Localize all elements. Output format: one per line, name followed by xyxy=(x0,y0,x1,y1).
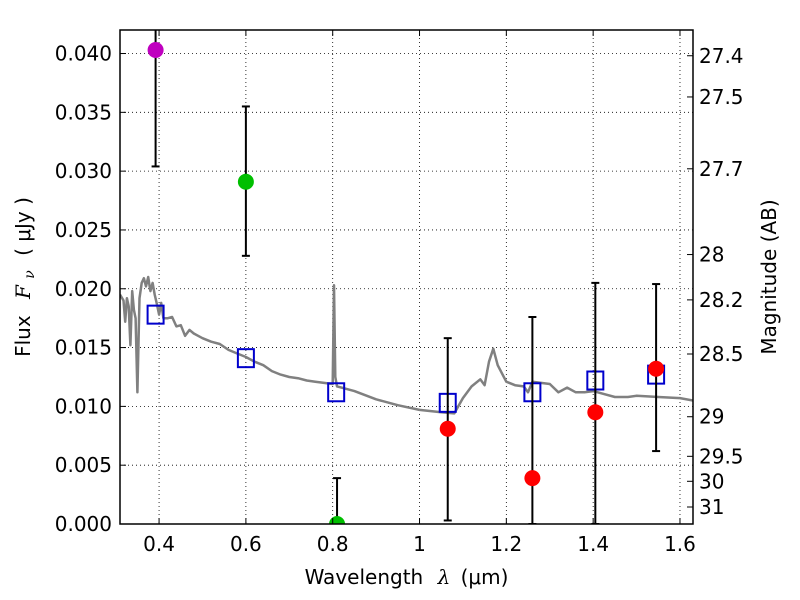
x-tick-label: 0.4 xyxy=(143,532,175,556)
mag-tick-label: 30 xyxy=(699,469,724,493)
observed-flux-point xyxy=(587,404,604,421)
x-axis-label: Wavelength λ (μm) xyxy=(305,565,509,589)
mag-tick-label: 29 xyxy=(699,405,724,429)
y-tick-label: 0.000 xyxy=(55,512,112,536)
mag-tick-label: 28.2 xyxy=(699,288,744,312)
y-tick-label: 0.025 xyxy=(55,218,112,242)
y-tick-label: 0.020 xyxy=(55,277,112,301)
observed-flux-point xyxy=(237,173,254,190)
x-tick-label: 1.2 xyxy=(490,532,522,556)
mag-tick-label: 27.4 xyxy=(699,44,744,68)
x-tick-label: 1.4 xyxy=(577,532,609,556)
ticks: 0.4 0.6 0.8 1 1.2 1.4 1.6 0.000 0.005 0.010 0.015 0… xyxy=(55,30,744,556)
y-tick-label: 0.005 xyxy=(55,453,112,477)
y-tick-label: 0.030 xyxy=(55,159,112,183)
x-axis-symbol: λ xyxy=(437,565,451,589)
observed-flux-point xyxy=(147,41,164,58)
y-axis-label-text: Flux xyxy=(11,315,35,357)
grid xyxy=(120,30,693,525)
model-spectrum-line xyxy=(120,275,693,415)
axes-frame xyxy=(119,29,694,525)
y-tick-label: 0.010 xyxy=(55,394,112,418)
x-tick-label: 0.8 xyxy=(317,532,349,556)
y-axis-symbol: F xyxy=(11,284,35,300)
y-axis-unit: ( μJy ) xyxy=(11,197,35,256)
x-tick-label: 1 xyxy=(413,532,426,556)
mag-tick-label: 27.5 xyxy=(699,85,744,109)
model-photometry-square xyxy=(327,382,346,403)
model-photometry-square xyxy=(236,348,255,369)
model-photometry-square xyxy=(146,304,165,325)
plot-area xyxy=(120,30,693,524)
observed-flux-point xyxy=(648,360,665,377)
x-axis-label-text: Wavelength xyxy=(305,565,424,589)
mag-tick-label: 28.5 xyxy=(699,342,744,366)
x-axis-unit: (μm) xyxy=(461,565,509,589)
y-tick-label: 0.035 xyxy=(55,100,112,124)
plot-clipped-group xyxy=(120,30,693,524)
y-axis-subscript: ν xyxy=(22,270,38,279)
x-tick-label: 0.6 xyxy=(230,532,262,556)
y-tick-label: 0.040 xyxy=(55,42,112,66)
mag-tick-label: 29.5 xyxy=(699,444,744,468)
y-tick-label: 0.015 xyxy=(55,336,112,360)
y-axis-label: Flux F ν ( μJy ) xyxy=(11,197,39,357)
observed-flux-point xyxy=(439,420,456,437)
mag-tick-label: 27.7 xyxy=(699,157,744,181)
mag-tick-label: 31 xyxy=(699,495,724,519)
y2-axis-label: Magnitude (AB) xyxy=(757,199,781,354)
mag-tick-label: 28 xyxy=(699,243,724,267)
x-tick-label: 1.6 xyxy=(664,532,696,556)
observed-flux-point xyxy=(524,470,541,487)
